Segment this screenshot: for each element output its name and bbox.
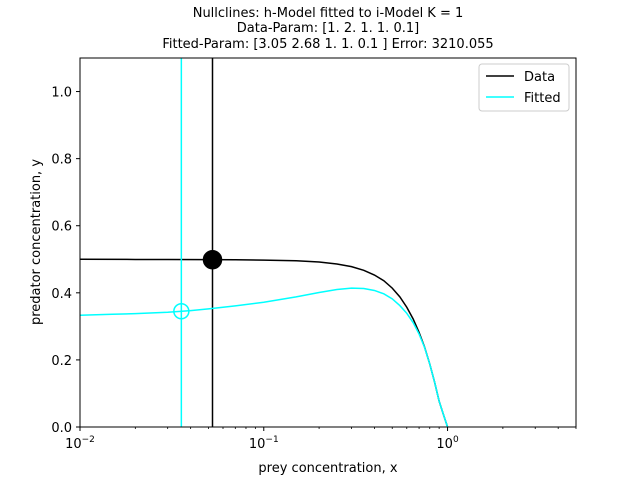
y-tick-label: 1.0: [51, 86, 72, 101]
y-axis-label: predator concentration, y: [29, 159, 44, 325]
equilibrium-point-data: [202, 249, 223, 270]
nullcline-curve-fitted: [80, 287, 449, 427]
y-tick-label: 0.8: [51, 153, 72, 168]
y-tick-label: 0.2: [51, 354, 72, 369]
equilibrium-point-fitted: [173, 303, 190, 320]
x-axis-label: prey concentration, x: [258, 461, 397, 476]
y-tick-label: 0.0: [51, 421, 72, 436]
x-tick-label: 100: [436, 435, 459, 452]
x-tick-label: 10−2: [65, 435, 95, 452]
chart-title-line-1: Nullclines: h-Model fitted to i-Model K …: [193, 6, 464, 21]
y-tick-label: 0.4: [51, 287, 72, 302]
legend: Data Fitted: [478, 63, 570, 112]
axis-ticks: 10−2 10−1 100 0.0 0.2 0.4 0.6 0.8 1.0: [51, 86, 577, 452]
chart-title-line-3: Fitted-Param: [3.05 2.68 1. 1. 0.1 ] Err…: [162, 37, 493, 52]
plot-area-frame: [79, 57, 577, 428]
chart-title-line-2: Data-Param: [1. 2. 1. 1. 0.1]: [237, 21, 419, 36]
x-tick-label: 10−1: [249, 435, 279, 452]
legend-label-data: Data: [524, 70, 555, 85]
legend-label-fitted: Fitted: [524, 91, 561, 106]
y-tick-label: 0.6: [51, 220, 72, 235]
series-layer: [80, 58, 449, 427]
